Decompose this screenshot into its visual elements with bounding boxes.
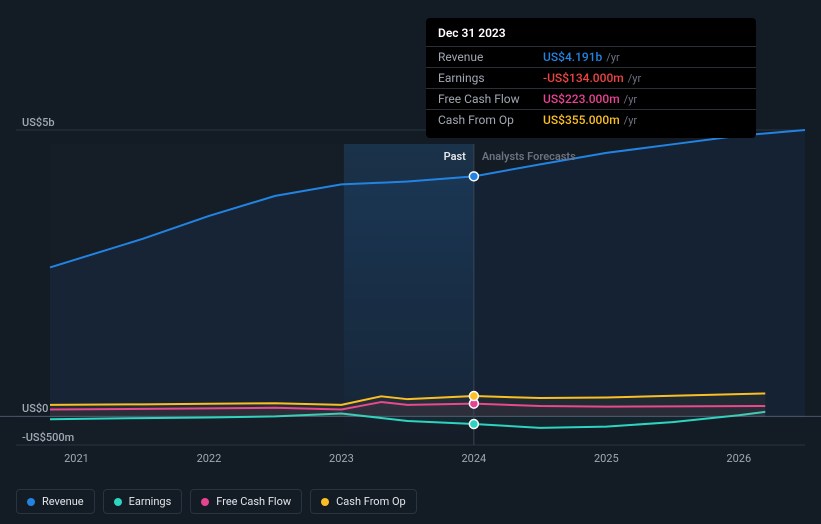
tooltip-row-unit: /yr <box>624 93 637 106</box>
legend-dot-icon <box>321 498 329 506</box>
y-tick-label: -US$500m <box>22 431 74 444</box>
tooltip-row: RevenueUS$4.191b/yr <box>426 46 756 67</box>
tooltip-row-label: Free Cash Flow <box>438 92 543 106</box>
forecast-label: Analysts Forecasts <box>482 150 576 163</box>
tooltip-row-value: US$223.000m <box>543 92 620 106</box>
x-tick-label: 2026 <box>726 452 751 465</box>
tooltip-row-unit: /yr <box>606 51 619 64</box>
legend-item-label: Free Cash Flow <box>216 495 291 508</box>
tooltip-row-value: US$4.191b <box>543 50 602 64</box>
x-tick-label: 2023 <box>329 452 354 465</box>
legend-item-revenue[interactable]: Revenue <box>16 489 95 514</box>
legend-item-fcf[interactable]: Free Cash Flow <box>190 489 302 514</box>
tooltip-row-label: Revenue <box>438 50 543 64</box>
legend-dot-icon <box>114 498 122 506</box>
legend-dot-icon <box>27 498 35 506</box>
hover-tooltip: Dec 31 2023 RevenueUS$4.191b/yrEarnings-… <box>426 18 756 138</box>
chart-legend: Revenue Earnings Free Cash Flow Cash From O… <box>16 489 417 514</box>
financial-chart: US$5b US$0 -US$500m 2021 2022 2023 2024 2025 202… <box>0 0 821 524</box>
x-tick-label: 2021 <box>64 452 89 465</box>
past-label: Past <box>444 150 466 163</box>
tooltip-row-unit: /yr <box>624 114 637 127</box>
y-tick-label: US$0 <box>22 402 48 415</box>
tooltip-row-label: Earnings <box>438 71 543 85</box>
legend-item-cfo[interactable]: Cash From Op <box>310 489 417 514</box>
tooltip-row: Cash From OpUS$355.000m/yr <box>426 109 756 130</box>
legend-item-label: Cash From Op <box>336 495 406 508</box>
legend-item-label: Earnings <box>129 495 172 508</box>
tooltip-date: Dec 31 2023 <box>426 26 756 46</box>
x-tick-label: 2022 <box>197 452 222 465</box>
tooltip-row: Earnings-US$134.000m/yr <box>426 67 756 88</box>
tooltip-row: Free Cash FlowUS$223.000m/yr <box>426 88 756 109</box>
legend-item-earnings[interactable]: Earnings <box>103 489 183 514</box>
legend-dot-icon <box>201 498 209 506</box>
tooltip-row-value: US$355.000m <box>543 113 620 127</box>
x-tick-label: 2024 <box>461 452 486 465</box>
tooltip-row-label: Cash From Op <box>438 113 543 127</box>
x-tick-label: 2025 <box>594 452 619 465</box>
legend-item-label: Revenue <box>42 495 84 508</box>
y-tick-label: US$5b <box>22 116 55 129</box>
tooltip-row-unit: /yr <box>628 72 641 85</box>
tooltip-row-value: -US$134.000m <box>543 71 624 85</box>
